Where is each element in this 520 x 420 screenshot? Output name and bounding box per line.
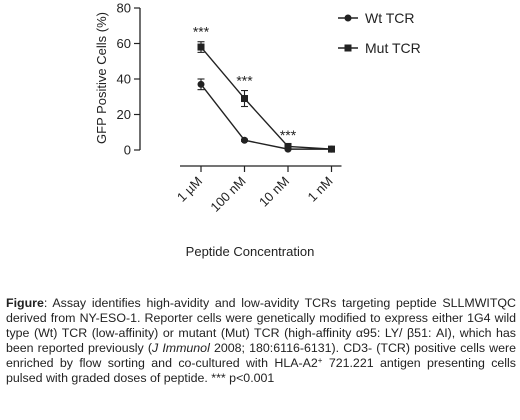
x-tick-label: 1 µM (174, 174, 205, 205)
caption-text-2: 2008; 180:6116-6131). CD3- (TCR) positiv… (6, 340, 517, 370)
y-tick-label: 0 (124, 143, 131, 158)
data-point-circle (241, 136, 248, 144)
chart-legend: Wt TCR Mut TCR (338, 10, 421, 56)
series-line (200, 83, 332, 150)
significance-label: *** (193, 24, 210, 40)
data-point-square (284, 142, 292, 150)
x-tick-label: 100 nM (207, 174, 248, 215)
y-tick-label: 40 (117, 72, 131, 87)
caption-lead: Figure (6, 296, 44, 310)
legend-marker-circle (344, 14, 352, 22)
caption-superscript: + (317, 355, 323, 365)
y-tick-label: 60 (117, 36, 131, 51)
data-point-square (241, 95, 248, 103)
chart-axes: 0 20 40 60 80 1 µM 100 nM 10 nM 1 nM (117, 1, 342, 215)
chart-series: *** *** *** (193, 24, 335, 153)
y-tick-label: 80 (117, 1, 131, 16)
data-point-square (328, 145, 335, 153)
legend-label: Wt TCR (365, 10, 415, 26)
line-chart: 0 20 40 60 80 1 µM 100 nM 10 nM 1 nM *** *** *** W… (94, 1, 421, 260)
series-line (200, 46, 332, 150)
x-tick-label: 1 nM (305, 174, 336, 205)
legend-label: Mut TCR (365, 40, 421, 56)
legend-marker-square (344, 44, 352, 52)
caption-text-3: 721.221 antigen presenting cells pulsed … (6, 355, 516, 385)
figure-caption: Figure: Assay identifies high-avidity an… (6, 296, 516, 385)
y-tick-label: 20 (117, 107, 131, 122)
significance-label: *** (280, 127, 297, 143)
y-axis-label: GFP Positive Cells (%) (94, 12, 109, 144)
data-point-square (197, 43, 205, 51)
significance-label: *** (236, 73, 253, 89)
x-axis-label: Peptide Concentration (186, 244, 315, 259)
caption-text-1: : Assay identifies high-avidity and low-… (6, 296, 516, 355)
caption-journal: J Immunol (152, 340, 210, 355)
data-point-circle (197, 80, 205, 88)
x-tick-label: 10 nM (256, 174, 292, 210)
